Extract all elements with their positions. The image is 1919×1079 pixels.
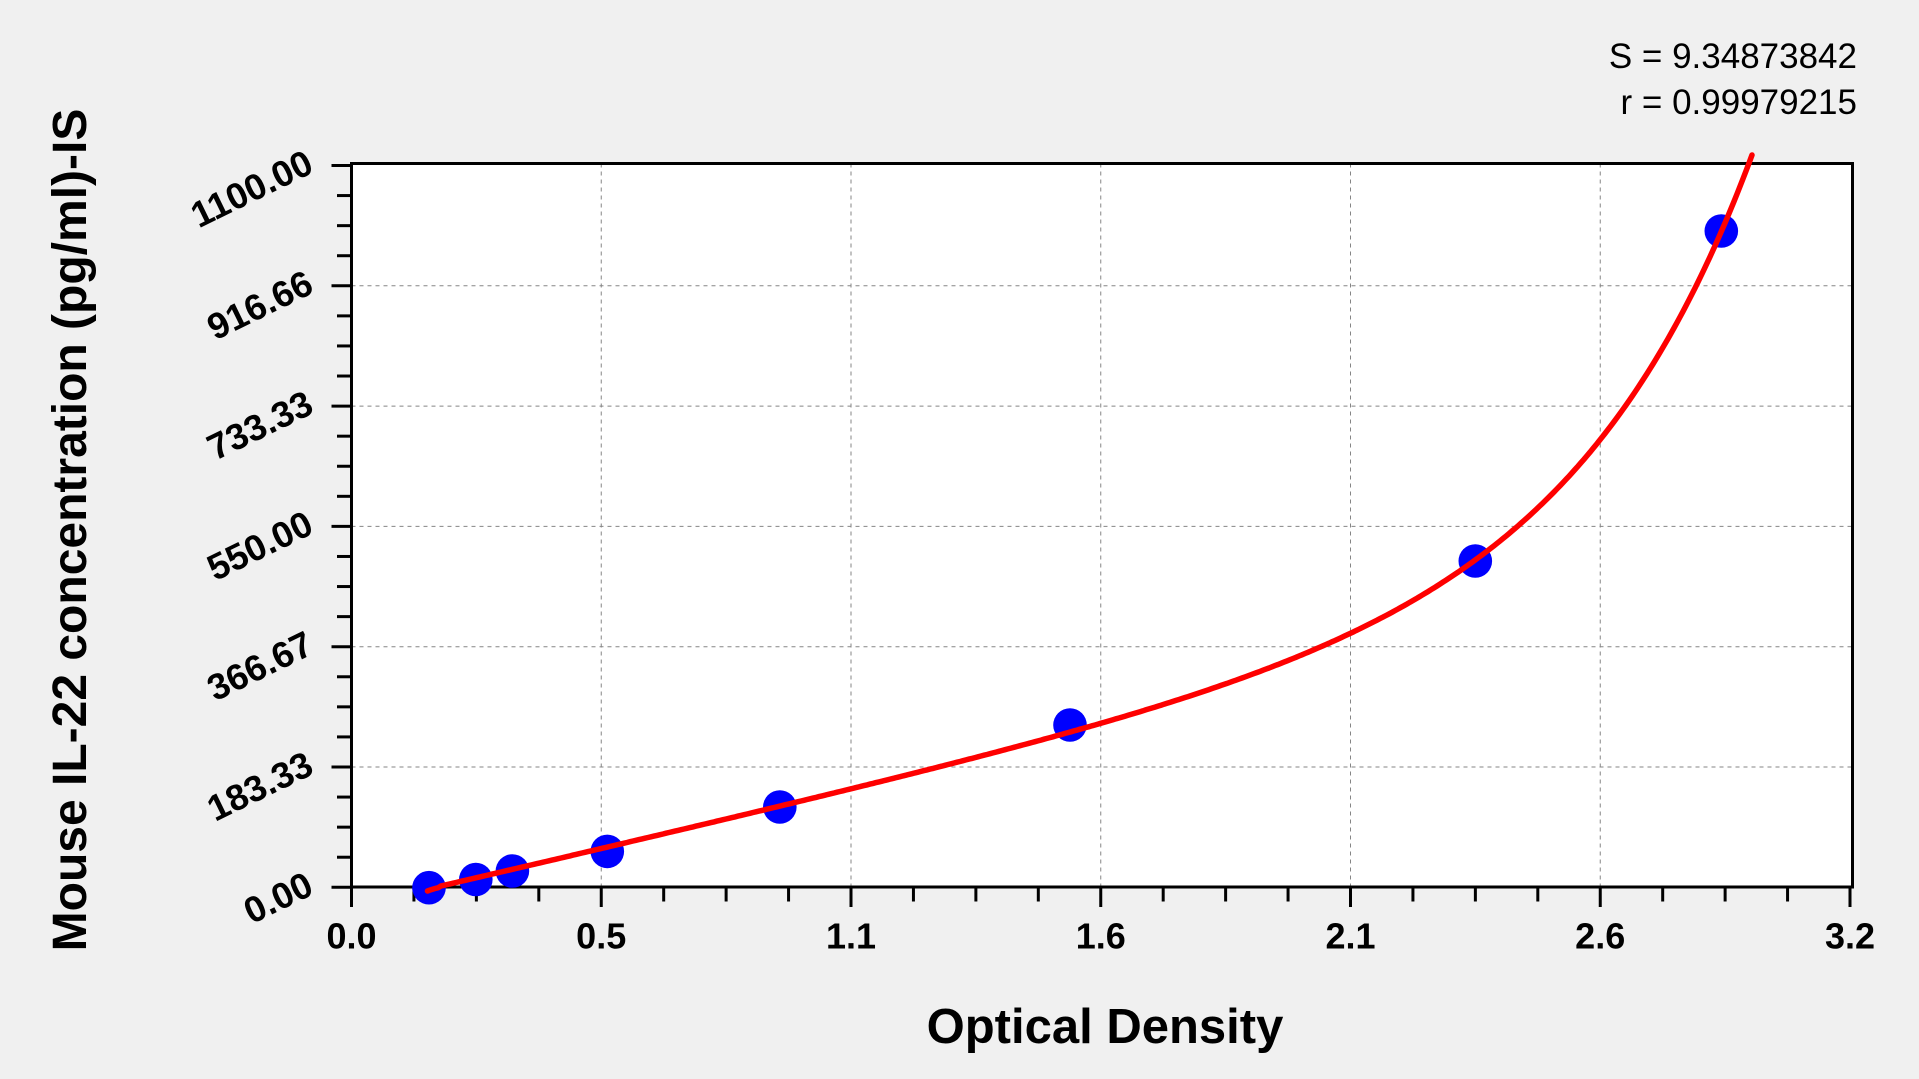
svg-text:1.1: 1.1 (826, 916, 876, 957)
svg-text:3.2: 3.2 (1825, 916, 1875, 957)
svg-text:Mouse IL-22 concentration (pg/: Mouse IL-22 concentration (pg/ml)-IS (44, 109, 97, 952)
svg-text:2.6: 2.6 (1575, 916, 1625, 957)
svg-text:r = 0.99979215: r = 0.99979215 (1621, 83, 1857, 122)
svg-text:0.5: 0.5 (576, 916, 626, 957)
svg-text:Optical Density: Optical Density (927, 1000, 1284, 1054)
svg-text:2.1: 2.1 (1325, 916, 1375, 957)
svg-text:1.6: 1.6 (1076, 916, 1126, 957)
svg-text:0.0: 0.0 (326, 916, 376, 957)
svg-text:S = 9.34873842: S = 9.34873842 (1609, 37, 1857, 76)
